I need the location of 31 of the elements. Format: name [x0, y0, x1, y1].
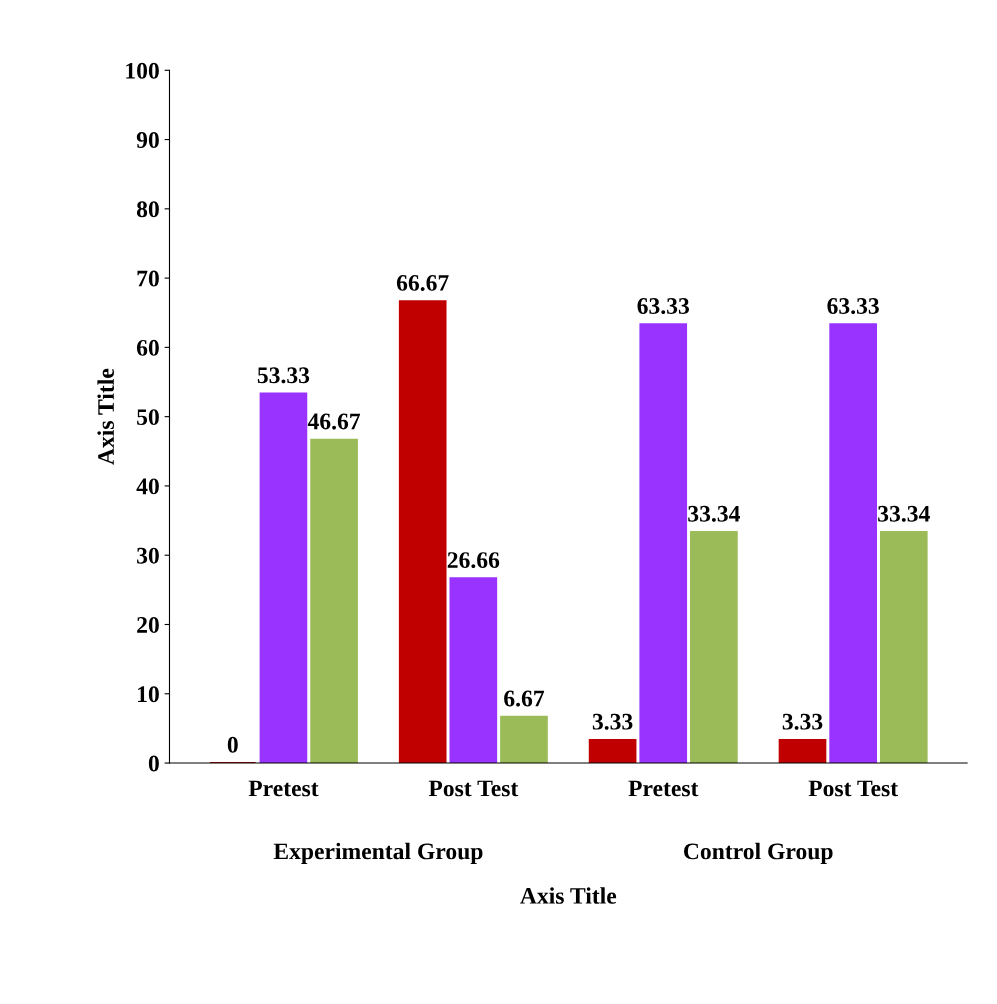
y-tick-label: 100	[126, 62, 159, 79]
text: Experimental Group	[273, 842, 483, 865]
y-tick-label: 80	[136, 201, 159, 218]
data-label: 3.33	[592, 713, 633, 730]
data-label: 3.33	[782, 713, 823, 730]
data-label: 66.67	[396, 274, 449, 291]
y-tick-label: 30	[137, 547, 159, 564]
y-tick-label: 10	[138, 686, 159, 703]
y-tick-label: 60	[136, 339, 159, 356]
y-tick-label: 50	[137, 409, 159, 426]
data-label: 33.34	[878, 505, 930, 522]
y-tick-label: 20	[137, 616, 159, 633]
y-tick-label: 0	[148, 755, 159, 772]
x-tick-label: Pretest	[628, 780, 699, 797]
data-label: 33.34	[688, 505, 741, 522]
y-tick-label: 40	[136, 478, 159, 495]
data-label: 63.33	[637, 298, 689, 315]
x-tick-label: Post Test	[808, 780, 898, 797]
data-label: 26.66	[447, 552, 500, 569]
y-tick-label: 90	[136, 132, 159, 148]
x-tick-label: Post Test	[428, 780, 519, 797]
data-label: 53.33	[257, 367, 310, 384]
y-axis-title: Axis Title	[97, 368, 114, 465]
data-label: 0	[227, 736, 238, 753]
x-tick-label: Pretest	[248, 780, 319, 797]
text: Control Group	[684, 842, 833, 865]
data-label: 63.33	[827, 298, 879, 315]
y-tick-label: 70	[137, 270, 159, 287]
x-axis-title: Axis Title	[520, 887, 617, 904]
data-label: 46.67	[307, 413, 361, 430]
data-label: 6.67	[504, 690, 545, 707]
